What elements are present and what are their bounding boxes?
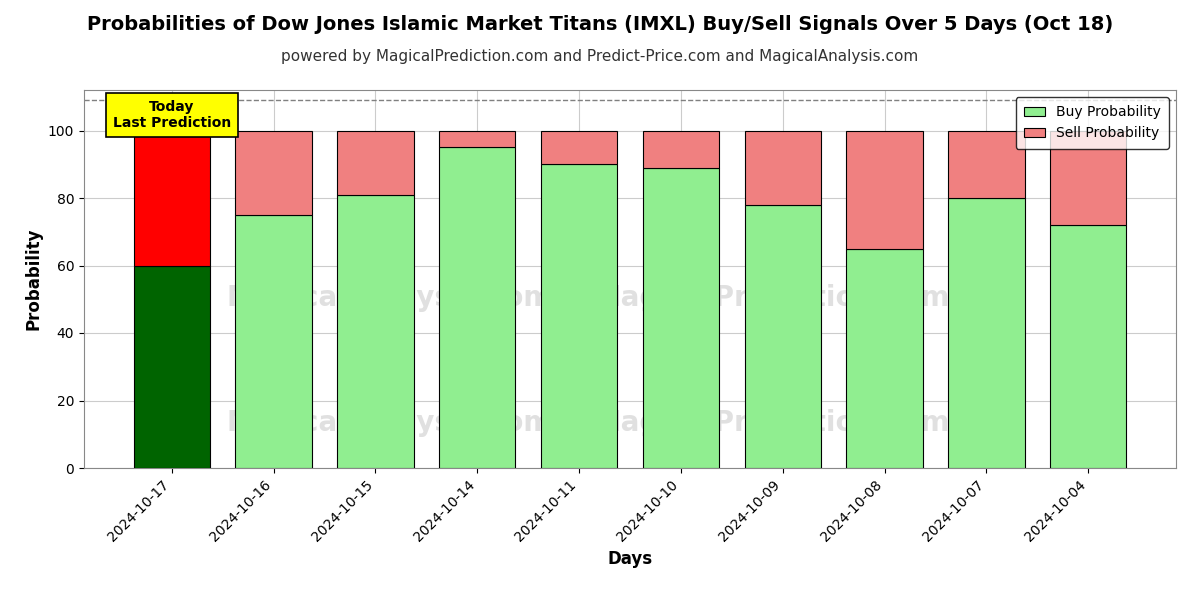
Bar <box>541 130 617 164</box>
Bar <box>846 248 923 468</box>
Bar <box>439 148 516 468</box>
Bar <box>643 130 719 167</box>
Bar <box>439 130 516 148</box>
Bar <box>1050 130 1127 225</box>
Bar <box>744 205 821 468</box>
Text: MagicalAnalysis.com: MagicalAnalysis.com <box>227 409 553 437</box>
Y-axis label: Probability: Probability <box>24 228 42 330</box>
Text: powered by MagicalPrediction.com and Predict-Price.com and MagicalAnalysis.com: powered by MagicalPrediction.com and Pre… <box>281 49 919 64</box>
Text: MagicalPrediction.com: MagicalPrediction.com <box>594 284 950 312</box>
X-axis label: Days: Days <box>607 550 653 568</box>
Bar <box>948 198 1025 468</box>
Bar <box>235 215 312 468</box>
Bar <box>744 130 821 205</box>
Bar <box>235 130 312 215</box>
Bar <box>337 130 414 194</box>
Bar <box>133 265 210 468</box>
Text: Today
Last Prediction: Today Last Prediction <box>113 100 230 130</box>
Bar <box>541 164 617 468</box>
Bar <box>643 167 719 468</box>
Text: MagicalPrediction.com: MagicalPrediction.com <box>594 409 950 437</box>
Bar <box>1050 225 1127 468</box>
Bar <box>948 130 1025 198</box>
Bar <box>846 130 923 248</box>
Text: Probabilities of Dow Jones Islamic Market Titans (IMXL) Buy/Sell Signals Over 5 : Probabilities of Dow Jones Islamic Marke… <box>86 14 1114 34</box>
Bar <box>337 194 414 468</box>
Text: MagicalAnalysis.com: MagicalAnalysis.com <box>227 284 553 312</box>
Legend: Buy Probability, Sell Probability: Buy Probability, Sell Probability <box>1015 97 1169 149</box>
Bar <box>133 130 210 265</box>
